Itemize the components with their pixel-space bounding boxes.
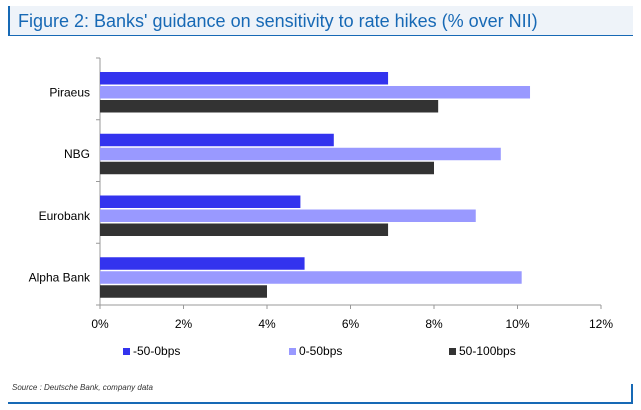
category-label: Piraeus	[49, 85, 90, 99]
right-rule	[631, 384, 633, 403]
legend-swatch	[449, 348, 456, 355]
bottom-rule	[8, 402, 633, 404]
legend-label: -50-0bps	[133, 344, 180, 358]
legend-label: 50-100bps	[459, 344, 516, 358]
bar-eurobank-series-1	[100, 195, 301, 208]
x-tick-label: 2%	[175, 317, 193, 331]
bar-nbg-series-2	[100, 147, 501, 161]
title-bar: Figure 2: Banks' guidance on sensitivity…	[8, 6, 633, 36]
category-label: Eurobank	[39, 209, 91, 223]
category-label: NBG	[64, 147, 90, 161]
x-tick-label: 8%	[425, 317, 443, 331]
bar-nbg-series-3	[100, 161, 434, 175]
bar-alpha-bank-series-1	[100, 257, 305, 270]
source-note: Source : Deutsche Bank, company data	[12, 383, 153, 392]
chart-title: Figure 2: Banks' guidance on sensitivity…	[18, 11, 538, 31]
bar-alpha-bank-series-3	[100, 285, 267, 298]
bar-eurobank-series-2	[100, 209, 476, 222]
x-tick-label: 0%	[91, 317, 109, 331]
legend-label: 0-50bps	[299, 344, 342, 358]
legend-swatch	[123, 348, 130, 355]
bar-piraeus-series-1	[100, 72, 389, 85]
bar-alpha-bank-series-2	[100, 271, 522, 284]
x-tick-label: 4%	[258, 317, 276, 331]
legend-swatch	[289, 348, 296, 355]
x-tick-label: 10%	[505, 317, 529, 331]
x-tick-label: 6%	[342, 317, 360, 331]
x-tick-label: 12%	[589, 317, 613, 331]
category-label: Alpha Bank	[29, 271, 91, 285]
bar-piraeus-series-2	[100, 86, 531, 99]
bar-eurobank-series-3	[100, 223, 389, 236]
bar-nbg-series-1	[100, 133, 334, 147]
bar-piraeus-series-3	[100, 100, 439, 113]
